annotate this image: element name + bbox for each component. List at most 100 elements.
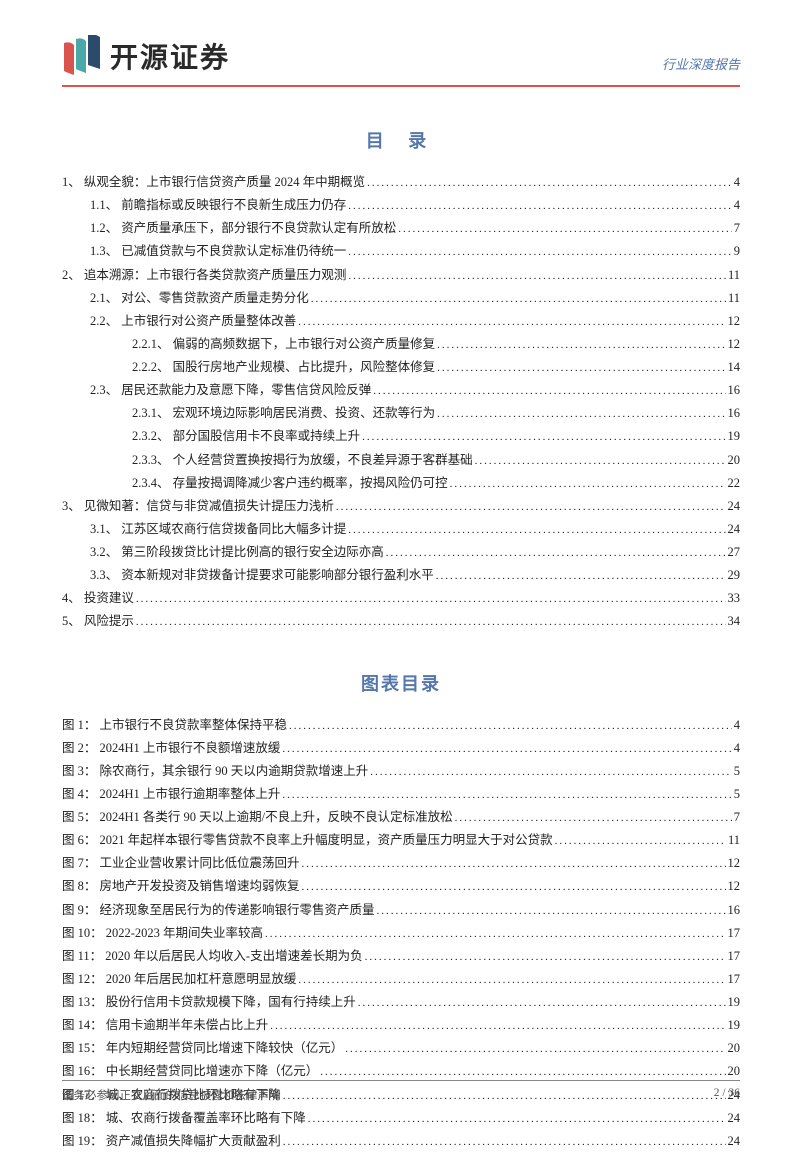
toc-entry: 2.3.4、 存量按揭调降减少客户违约概率，按揭风险仍可控22 — [62, 472, 740, 495]
figlist-entry-page: 12 — [728, 875, 741, 898]
figlist-entry: 图 15： 年内短期经营贷同比增速下降较快（亿元）20 — [62, 1037, 740, 1060]
toc-dots — [308, 1109, 726, 1129]
toc-dots — [377, 901, 726, 921]
toc-dots — [282, 785, 731, 805]
report-type: 行业深度报告 — [662, 54, 740, 77]
toc-entry: 2.2、 上市银行对公资产质量整体改善12 — [62, 310, 740, 333]
toc-dots — [348, 266, 726, 286]
figlist-entry-label: 图 1： 上市银行不良贷款率整体保持平稳 — [62, 714, 287, 737]
figlist-title: 图表目录 — [62, 670, 740, 696]
toc-entry: 3.3、 资本新规对非贷拨备计提要求可能影响部分银行盈利水平29 — [62, 564, 740, 587]
toc-entry: 3.2、 第三阶段拨贷比计提比例高的银行安全边际亦高27 — [62, 541, 740, 564]
toc-entry-page: 22 — [728, 472, 741, 495]
toc-entry-label: 2.3.2、 部分国股信用卡不良率或持续上升 — [132, 425, 360, 448]
toc-entry-label: 2.3、 居民还款能力及意愿下降，零售信贷风险反弹 — [90, 379, 371, 402]
figlist-entry-label: 图 2： 2024H1 上市银行不良额增速放缓 — [62, 737, 280, 760]
company-logo: 开源证券 — [62, 35, 230, 77]
toc-entry-page: 7 — [734, 217, 740, 240]
figlist-entry: 图 18： 城、农商行拨备覆盖率环比略有下降24 — [62, 1107, 740, 1130]
toc-dots — [336, 497, 726, 517]
toc-dots — [437, 358, 725, 378]
figlist-entry: 图 14： 信用卡逾期半年未偿占比上升 19 — [62, 1014, 740, 1037]
toc-entry-page: 11 — [728, 287, 740, 310]
figlist-entry-label: 图 18： 城、农商行拨备覆盖率环比略有下降 — [62, 1107, 306, 1130]
toc-dots — [348, 196, 731, 216]
figlist-entry-page: 4 — [734, 737, 740, 760]
toc-entry-page: 4 — [734, 194, 740, 217]
toc-dots — [358, 993, 726, 1013]
toc-entry-page: 27 — [728, 541, 741, 564]
toc-entry: 1.3、 已减值贷款与不良贷款认定标准仍待统一9 — [62, 240, 740, 263]
figlist-entry-page: 19 — [728, 1014, 741, 1037]
toc-entry-page: 33 — [728, 587, 741, 610]
figlist-entry: 图 4： 2024H1 上市银行逾期率整体上升5 — [62, 783, 740, 806]
toc-entry-page: 20 — [728, 449, 741, 472]
toc-entry: 1.1、 前瞻指标或反映银行不良新生成压力仍存4 — [62, 194, 740, 217]
figlist-entry-page: 17 — [728, 945, 741, 968]
toc-dots — [450, 474, 726, 494]
figlist-entry: 图 19： 资产减值损失降幅扩大贡献盈利24 — [62, 1130, 740, 1153]
toc-entry-page: 24 — [728, 518, 741, 541]
toc-dots — [311, 289, 726, 309]
toc-entry: 2.2.2、 国股行房地产业规模、占比提升，风险整体修复14 — [62, 356, 740, 379]
toc-entry-label: 2.2.1、 偏弱的高频数据下，上市银行对公资产质量修复 — [132, 333, 435, 356]
toc-dots — [455, 808, 732, 828]
toc-dots — [436, 566, 726, 586]
figlist-entry-page: 16 — [728, 899, 741, 922]
toc-entry-label: 3、 见微知著：信贷与非贷减值损失计提压力浅析 — [62, 495, 334, 518]
toc-dots — [136, 589, 726, 609]
toc-dots — [370, 762, 731, 782]
figlist-entry-page: 24 — [728, 1130, 741, 1153]
figlist-entry-label: 图 14： 信用卡逾期半年未偿占比上升 — [62, 1014, 268, 1037]
figlist-entry-page: 7 — [734, 806, 740, 829]
toc-dots — [362, 427, 725, 447]
figlist-entry-page: 17 — [728, 968, 741, 991]
toc-entry-label: 2.3.1、 宏观环境边际影响居民消费、投资、还款等行为 — [132, 402, 435, 425]
toc-entry-page: 19 — [728, 425, 741, 448]
figlist-entry: 图 9： 经济现象至居民行为的传递影响银行零售资产质量 16 — [62, 899, 740, 922]
figlist-entry-page: 4 — [734, 714, 740, 737]
toc-dots — [270, 1016, 725, 1036]
toc-entry: 2、 追本溯源：上市银行各类贷款资产质量压力观测11 — [62, 264, 740, 287]
table-of-contents: 1、 纵观全貌：上市银行信贷资产质量 2024 年中期概览41.1、 前瞻指标或… — [62, 171, 740, 634]
figlist-entry-label: 图 11： 2020 年以后居民人均收入-支出增速差长期为负 — [62, 945, 363, 968]
figlist-entry: 图 1： 上市银行不良贷款率整体保持平稳 4 — [62, 714, 740, 737]
figlist-entry-label: 图 9： 经济现象至居民行为的传递影响银行零售资产质量 — [62, 899, 375, 922]
figlist-entry-page: 19 — [728, 991, 741, 1014]
toc-entry-label: 2.2.2、 国股行房地产业规模、占比提升，风险整体修复 — [132, 356, 435, 379]
toc-entry: 1.2、 资产质量承压下，部分银行不良贷款认定有所放松7 — [62, 217, 740, 240]
figlist-entry-page: 5 — [734, 783, 740, 806]
footer-page-number: 2 / 36 — [714, 1087, 740, 1103]
toc-entry-label: 3.3、 资本新规对非贷拨备计提要求可能影响部分银行盈利水平 — [90, 564, 434, 587]
toc-entry: 3、 见微知著：信贷与非贷减值损失计提压力浅析 24 — [62, 495, 740, 518]
figlist-entry: 图 7： 工业企业营收累计同比低位震荡回升12 — [62, 852, 740, 875]
toc-entry: 2.2.1、 偏弱的高频数据下，上市银行对公资产质量修复12 — [62, 333, 740, 356]
toc-dots — [302, 854, 726, 874]
toc-dots — [136, 612, 726, 632]
figlist-entry-page: 17 — [728, 922, 741, 945]
toc-dots — [348, 520, 725, 540]
toc-dots — [289, 716, 732, 736]
toc-entry-page: 16 — [728, 379, 741, 402]
toc-dots — [437, 335, 725, 355]
toc-dots — [345, 1039, 725, 1059]
toc-dots — [302, 877, 726, 897]
toc-entry-page: 11 — [728, 264, 740, 287]
figlist-entry-label: 图 7： 工业企业营收累计同比低位震荡回升 — [62, 852, 300, 875]
figlist-entry-label: 图 10： 2022-2023 年期间失业率较高 — [62, 922, 263, 945]
figlist-entry: 图 12： 2020 年后居民加杠杆意愿明显放缓17 — [62, 968, 740, 991]
toc-entry: 3.1、 江苏区域农商行信贷拨备同比大幅多计提24 — [62, 518, 740, 541]
toc-entry: 2.1、 对公、零售贷款资产质量走势分化11 — [62, 287, 740, 310]
toc-dots — [282, 739, 731, 759]
toc-dots — [298, 312, 725, 332]
toc-entry-page: 16 — [728, 402, 741, 425]
toc-dots — [398, 219, 731, 239]
toc-entry: 4、 投资建议33 — [62, 587, 740, 610]
toc-dots — [298, 970, 725, 990]
toc-entry-page: 24 — [728, 495, 741, 518]
figlist-entry-page: 11 — [728, 829, 740, 852]
company-name: 开源证券 — [110, 36, 230, 76]
figlist-entry: 图 10： 2022-2023 年期间失业率较高 17 — [62, 922, 740, 945]
logo-icon — [62, 35, 102, 77]
figlist-entry-label: 图 6： 2021 年起样本银行零售贷款不良率上升幅度明显，资产质量压力明显大于… — [62, 829, 553, 852]
